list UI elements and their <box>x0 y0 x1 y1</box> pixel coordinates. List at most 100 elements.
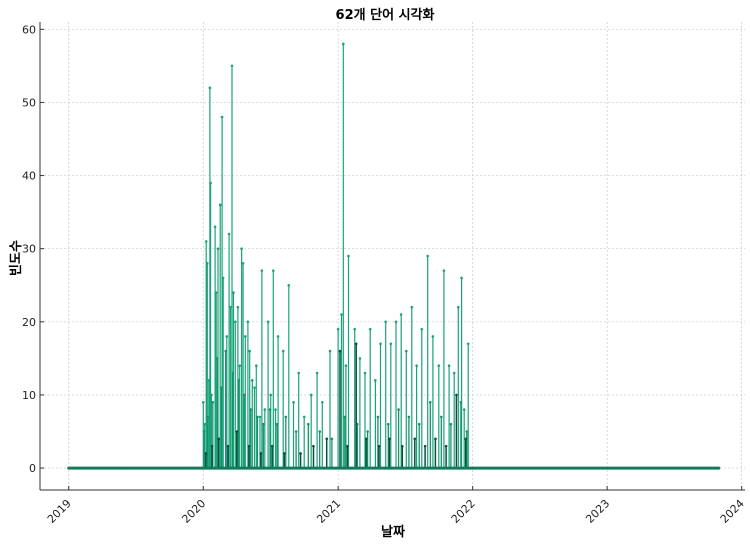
data-point <box>431 335 435 338</box>
data-point <box>214 291 218 294</box>
data-point <box>377 444 381 448</box>
series-line <box>203 351 468 469</box>
data-point <box>204 452 208 455</box>
data-point <box>213 225 217 229</box>
series-line <box>205 343 467 469</box>
data-point <box>315 371 319 375</box>
x-axis-title: 날짜 <box>381 524 405 540</box>
y-tick-label: 0 <box>29 462 36 475</box>
data-point <box>227 232 231 236</box>
data-point <box>330 437 334 441</box>
data-point <box>235 430 239 433</box>
data-point <box>410 305 414 309</box>
data-point <box>423 444 427 448</box>
data-point <box>262 422 265 426</box>
x-tick-label: 2023 <box>583 497 612 526</box>
data-point <box>455 393 458 397</box>
data-point <box>426 254 429 258</box>
data-point <box>413 437 417 441</box>
data-point <box>374 379 377 382</box>
data-point <box>338 349 342 353</box>
data-point <box>306 422 310 426</box>
data-point <box>207 379 211 382</box>
data-point <box>452 371 456 375</box>
data-point <box>465 430 469 433</box>
x-tick-label: 2022 <box>449 497 478 526</box>
data-point <box>250 379 254 382</box>
data-point <box>364 437 368 441</box>
data-point <box>318 430 322 433</box>
data-point <box>283 452 286 455</box>
data-point <box>346 444 349 448</box>
data-point <box>204 240 208 243</box>
y-tick-label: 40 <box>22 170 36 183</box>
data-point <box>247 444 251 448</box>
data-point <box>302 415 306 419</box>
data-point <box>460 276 463 280</box>
data-point <box>447 364 451 367</box>
data-point <box>358 357 362 360</box>
data-point <box>253 386 256 389</box>
data-point <box>363 371 367 375</box>
data-point <box>275 422 279 426</box>
y-tick-label: 50 <box>22 96 36 109</box>
data-point <box>220 386 223 389</box>
x-tick-labels: 2019 2020 2021 2022 2023 2024 <box>45 497 747 526</box>
data-point <box>266 320 270 324</box>
data-point <box>340 313 343 316</box>
data-point <box>232 291 235 294</box>
data-point <box>281 349 285 353</box>
data-point <box>312 444 315 448</box>
data-point <box>407 415 411 419</box>
data-point <box>263 408 267 411</box>
data-point <box>234 320 237 324</box>
data-point <box>206 415 209 419</box>
data-point <box>344 364 348 367</box>
data-point <box>226 444 230 448</box>
data-point <box>388 437 391 441</box>
data-point <box>217 437 221 441</box>
y-tick-label: 30 <box>22 243 36 256</box>
data-point <box>376 415 380 419</box>
data-point <box>206 262 209 265</box>
data-point <box>229 305 232 309</box>
data-point <box>270 444 274 448</box>
data-point <box>428 400 432 404</box>
data-point <box>366 430 369 433</box>
series-bright <box>201 42 470 469</box>
data-point <box>449 422 453 426</box>
data-point <box>389 342 393 346</box>
data-point <box>236 305 240 309</box>
data-point <box>320 400 324 404</box>
data-point <box>208 86 212 90</box>
data-point <box>297 371 301 375</box>
data-point <box>201 400 205 404</box>
data-point <box>243 335 247 338</box>
y-tick-label: 60 <box>22 23 36 36</box>
y-tick-label: 20 <box>22 316 36 329</box>
data-point <box>230 64 234 68</box>
data-point <box>420 327 424 331</box>
data-point <box>294 430 298 433</box>
data-point <box>256 415 259 419</box>
data-point <box>225 335 229 338</box>
data-point <box>299 452 302 455</box>
data-point <box>202 430 206 433</box>
data-point <box>246 320 250 324</box>
data-point <box>242 393 246 397</box>
data-point <box>394 320 398 324</box>
data-point <box>238 364 242 367</box>
data-point <box>353 327 357 331</box>
data-point <box>417 422 421 426</box>
data-point <box>292 400 295 404</box>
data-point <box>347 254 350 258</box>
y-axis-title: 빈도수 <box>8 240 24 276</box>
x-tick-label: 2024 <box>718 497 747 526</box>
data-point <box>343 415 347 419</box>
data-point <box>284 415 288 419</box>
x-tick-label: 2021 <box>314 497 343 526</box>
data-point <box>415 364 418 367</box>
data-point <box>220 115 224 119</box>
axes <box>39 22 745 491</box>
